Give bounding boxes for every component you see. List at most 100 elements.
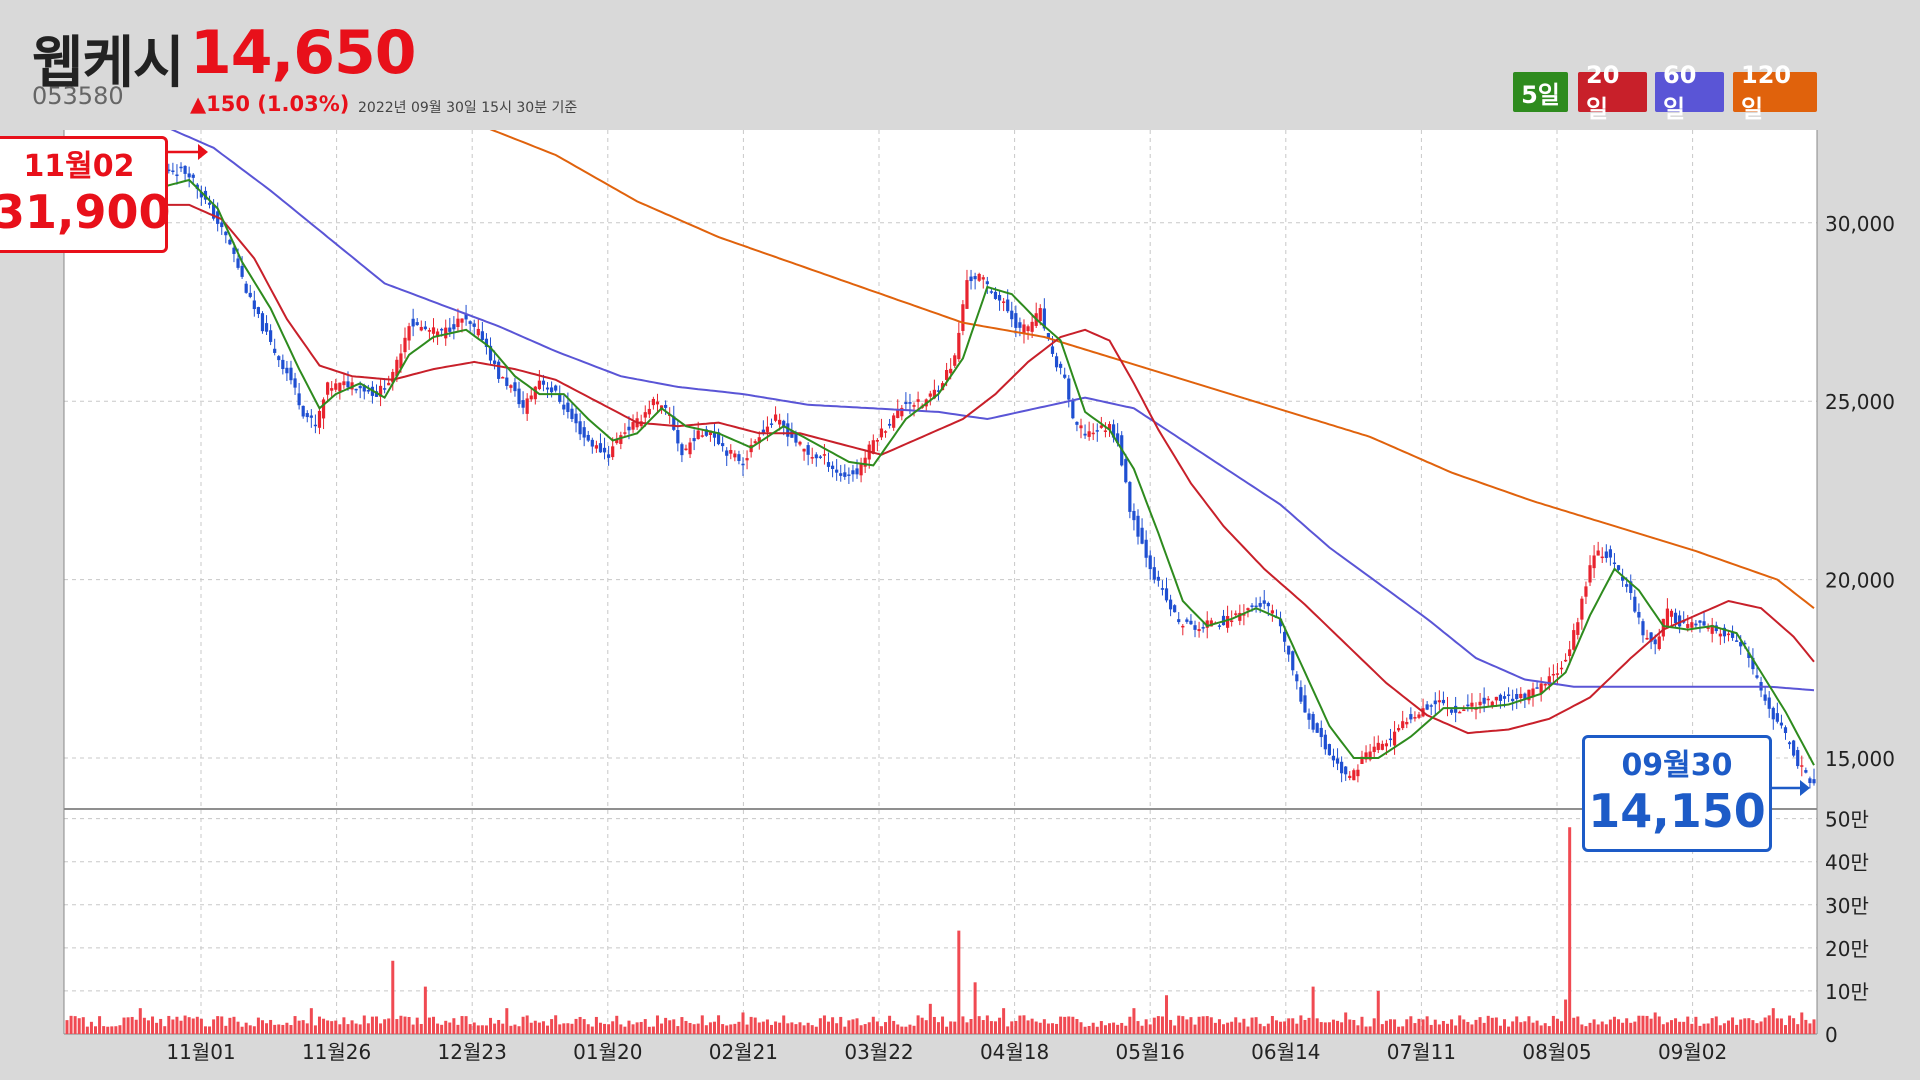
volume-bar	[1156, 1016, 1160, 1034]
volume-bar	[892, 1020, 896, 1034]
volume-bar	[1018, 1015, 1022, 1034]
candle-body	[936, 390, 941, 392]
volume-bar	[525, 1015, 529, 1034]
candle-body	[1755, 675, 1759, 678]
volume-bar	[1425, 1016, 1429, 1034]
volume-bar	[1234, 1017, 1238, 1034]
candle-body	[1246, 608, 1250, 611]
volume-bar	[260, 1020, 264, 1034]
volume-bar	[1771, 1008, 1775, 1034]
volume-bar	[1319, 1022, 1323, 1034]
volume-bar	[798, 1022, 802, 1034]
candle-body	[354, 388, 358, 391]
volume-bar	[1470, 1024, 1474, 1034]
candle-body	[1360, 756, 1364, 765]
volume-bar	[281, 1024, 285, 1034]
candle-body	[912, 405, 916, 407]
candle-body	[1633, 596, 1637, 612]
volume-bar	[1087, 1025, 1091, 1034]
volume-bar	[130, 1016, 134, 1034]
volume-bar	[163, 1026, 167, 1034]
candle-body	[1494, 696, 1498, 701]
volume-bar	[920, 1017, 924, 1034]
candle-body	[1234, 613, 1238, 615]
volume-bar	[745, 1024, 749, 1034]
volume-bar	[521, 1016, 525, 1034]
candle-body	[1038, 308, 1042, 322]
volume-bar	[476, 1025, 480, 1034]
volume-bar	[1588, 1022, 1592, 1034]
volume-bar	[1527, 1016, 1531, 1034]
candle-body	[289, 367, 293, 381]
volume-bar	[1788, 1015, 1792, 1034]
volume-bar	[839, 1016, 843, 1034]
volume-bar	[603, 1023, 607, 1034]
volume-bar	[1152, 1017, 1156, 1034]
candle-body	[949, 368, 953, 374]
volume-bar	[1384, 1020, 1388, 1034]
volume-bar	[293, 1016, 297, 1034]
candle-body	[537, 380, 541, 390]
volume-bar	[578, 1016, 582, 1034]
candle-body	[855, 468, 859, 475]
volume-bar	[509, 1025, 513, 1034]
price-plot-area	[64, 130, 1817, 808]
candle-body	[1563, 659, 1568, 662]
candle-body	[1197, 629, 1201, 632]
candle-body	[1380, 743, 1384, 750]
candle-body	[1466, 704, 1470, 707]
volume-bar	[1726, 1020, 1730, 1034]
volume-bar	[1429, 1024, 1433, 1034]
legend-ma5[interactable]: 5일	[1513, 72, 1568, 112]
candle-body	[187, 173, 191, 178]
volume-bar	[216, 1016, 220, 1034]
volume-bar	[1694, 1016, 1698, 1034]
volume-bar	[1006, 1026, 1010, 1034]
volume-bar	[1075, 1019, 1079, 1034]
candle-body	[1095, 430, 1099, 432]
volume-bar	[419, 1023, 423, 1034]
candle-body	[570, 408, 574, 419]
volume-bar	[228, 1017, 232, 1034]
candle-body	[1168, 599, 1173, 610]
price-change: ▲150 (1.03%)	[190, 92, 350, 116]
x-tick-label: 06월14	[1251, 1040, 1320, 1064]
volume-bar	[949, 1021, 953, 1034]
candle-body	[607, 454, 611, 458]
volume-bar	[1250, 1017, 1254, 1034]
volume-bar	[89, 1021, 93, 1034]
candle-body	[411, 318, 415, 327]
volume-bar	[1413, 1023, 1417, 1034]
volume-bar	[765, 1019, 769, 1034]
candle-body	[1767, 697, 1771, 709]
volume-bar	[1621, 1022, 1625, 1034]
volume-bar	[423, 986, 427, 1034]
volume-bar	[1478, 1017, 1482, 1034]
volume-bar	[814, 1026, 818, 1034]
volume-bar	[1498, 1025, 1502, 1034]
candle-body	[484, 338, 489, 348]
candle-body	[692, 438, 696, 442]
candle-body	[313, 424, 318, 427]
volume-bar	[224, 1025, 228, 1034]
volume-bar	[1364, 1026, 1368, 1034]
volume-bar	[313, 1025, 317, 1034]
volume-bar	[660, 1023, 664, 1034]
volume-bar	[692, 1024, 696, 1034]
volume-bar	[831, 1017, 835, 1034]
candle-body	[1356, 769, 1360, 777]
volume-bar	[1042, 1019, 1046, 1034]
candle-body	[574, 413, 578, 424]
candle-body	[1006, 299, 1010, 312]
volume-bar	[977, 1016, 981, 1034]
volume-tick-label: 10만	[1825, 980, 1869, 1004]
candle-body	[1718, 633, 1722, 637]
volume-bar	[1213, 1022, 1217, 1034]
candle-body	[1160, 588, 1165, 590]
candle-body	[696, 430, 700, 440]
candle-body	[358, 385, 362, 389]
candle-body	[916, 399, 920, 402]
candle-body	[1604, 551, 1608, 558]
volume-bar	[867, 1022, 871, 1034]
volume-bar	[1486, 1015, 1490, 1034]
